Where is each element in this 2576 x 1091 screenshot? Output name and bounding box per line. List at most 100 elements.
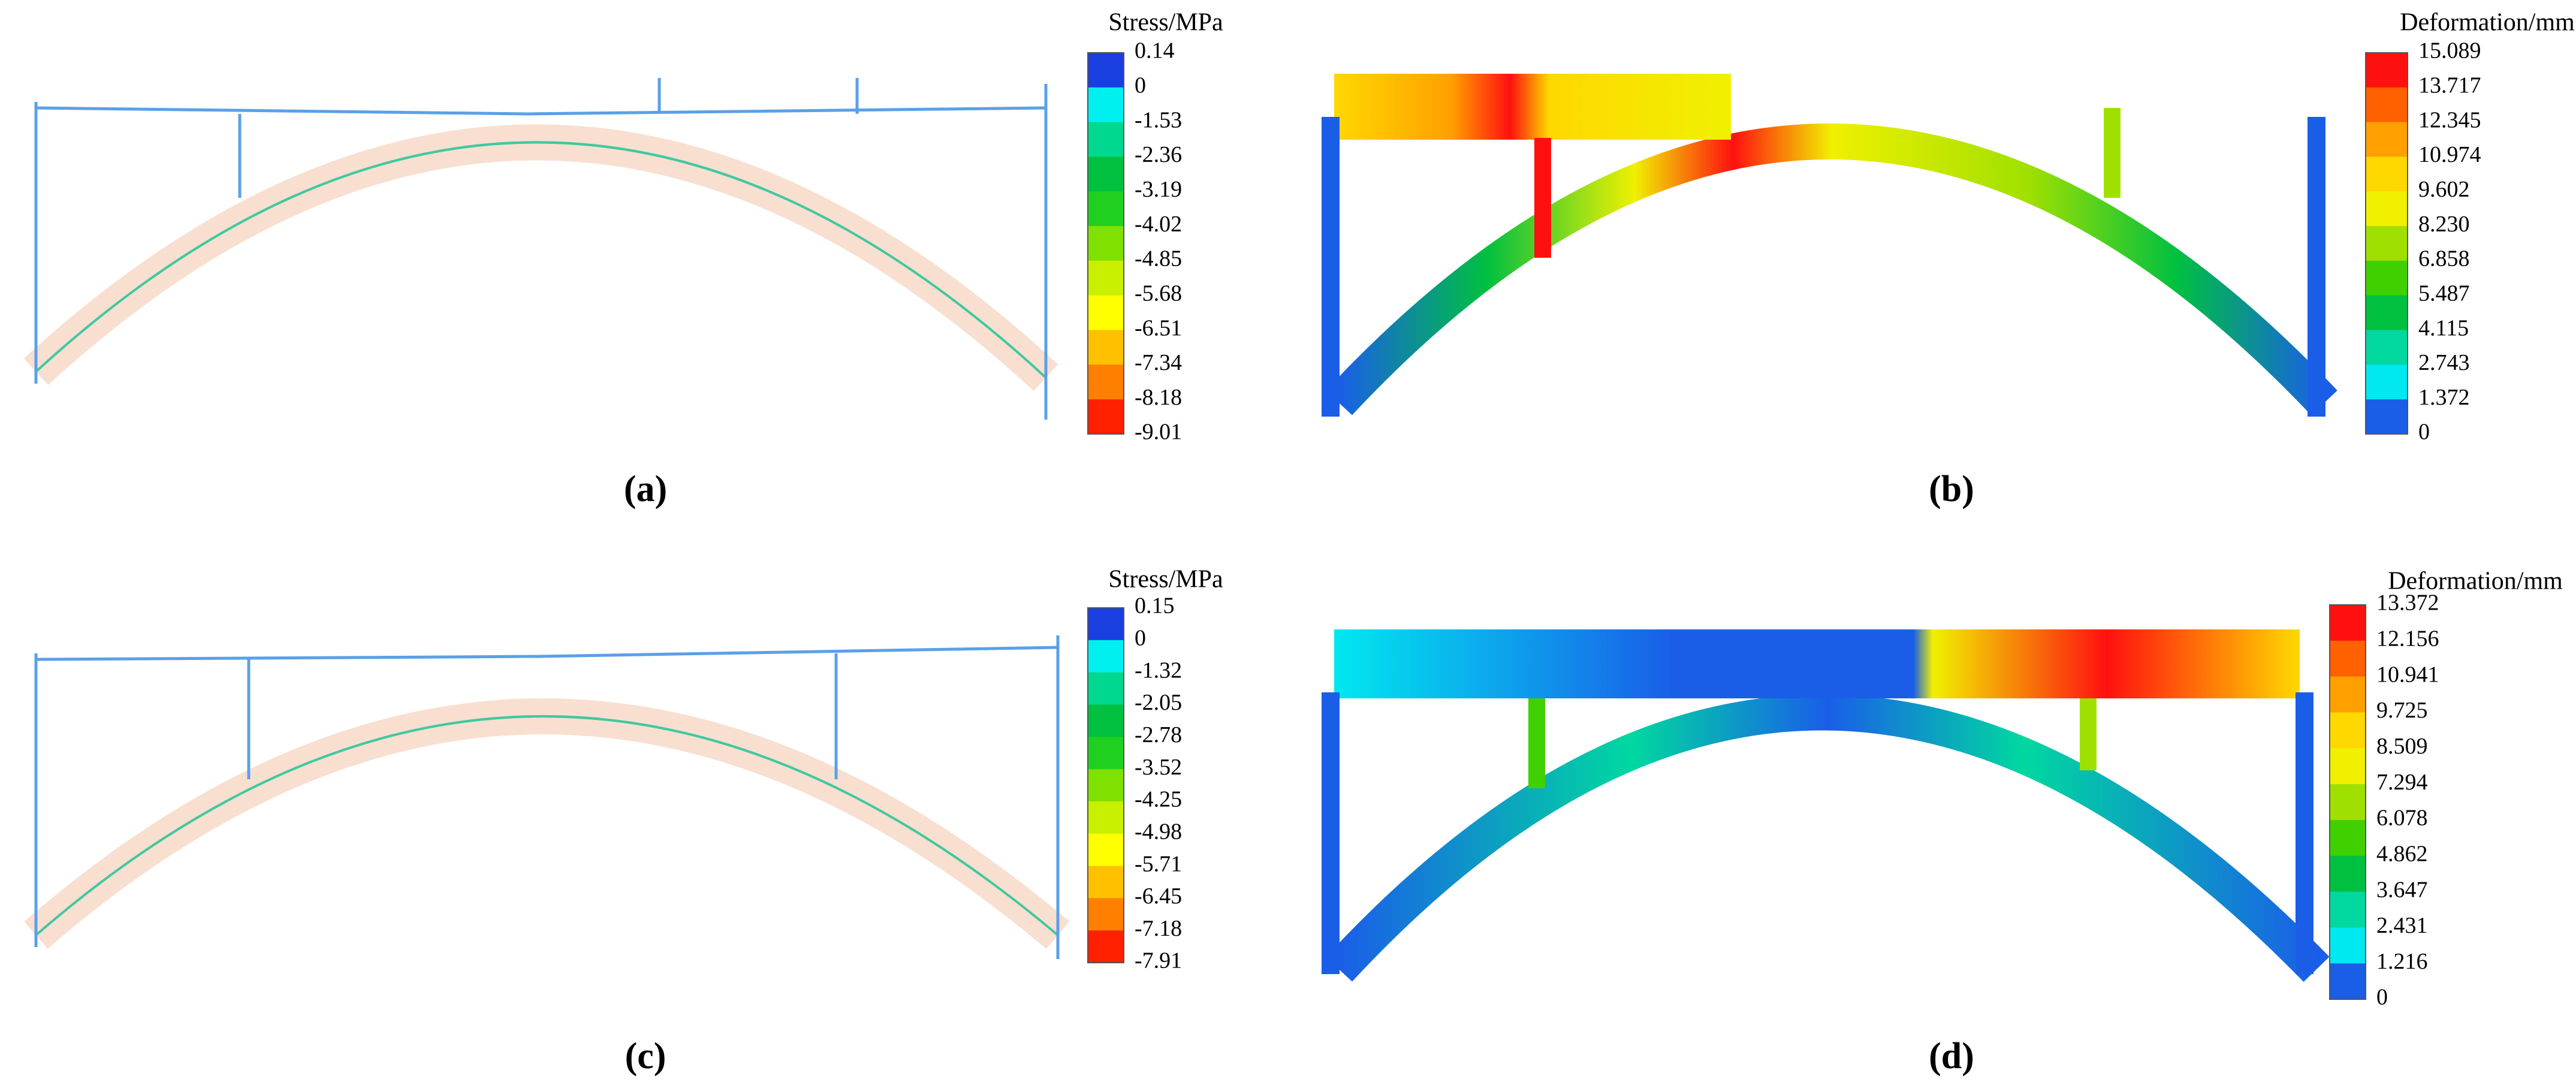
legend-label: 7.294: [2376, 770, 2428, 795]
structure-b: [1322, 74, 2337, 417]
legend-label: 9.602: [2418, 177, 2470, 202]
legend-label: -6.45: [1135, 884, 1182, 909]
legend-label: -3.52: [1135, 755, 1182, 780]
legend-label: 8.230: [2418, 212, 2470, 237]
legend-label: 12.345: [2418, 107, 2481, 132]
legend-label: -5.68: [1135, 281, 1182, 306]
legend-label: -4.98: [1135, 819, 1182, 844]
colorbar-band: [2366, 53, 2408, 88]
colorbar-band: [1088, 672, 1124, 705]
colorbar-band: [1088, 737, 1124, 770]
colorbar-band: [1088, 608, 1124, 641]
colorbar-band: [2366, 260, 2408, 296]
legend-label: -8.18: [1135, 385, 1182, 410]
colorbar-band: [1088, 295, 1124, 331]
legend-label: 0.14: [1135, 38, 1175, 64]
legend-label: -1.32: [1135, 658, 1182, 683]
legend-label: 2.431: [2376, 913, 2428, 938]
colorbar-band: [1088, 260, 1124, 296]
legend-label: 0: [2418, 420, 2430, 445]
legend-label: -2.36: [1135, 142, 1182, 167]
legend-label: -7.18: [1135, 916, 1182, 941]
legend-label: 13.372: [2376, 590, 2439, 616]
legend-label: 4.115: [2418, 315, 2469, 340]
colorbar-band: [2366, 191, 2408, 227]
colorbar-band: [1088, 87, 1124, 123]
colorbar-band: [2330, 819, 2366, 857]
legend-label: 4.862: [2376, 841, 2428, 866]
legend-label: -7.91: [1135, 948, 1182, 974]
legend-label: 1.372: [2418, 385, 2470, 410]
panel-label: (a): [624, 469, 667, 510]
legend-label: -3.19: [1135, 177, 1182, 202]
legend-label: -6.51: [1135, 315, 1182, 340]
colorbar-band: [1088, 898, 1124, 931]
colorbar-band: [2366, 226, 2408, 261]
legend-label: -4.25: [1135, 787, 1182, 812]
colorbar-band: [1088, 704, 1124, 737]
colorbar-band: [2330, 927, 2366, 964]
colorbar-band: [1088, 330, 1124, 365]
legend-label: -7.34: [1135, 350, 1182, 375]
colorbar-band: [1088, 191, 1124, 227]
colorbar-band: [2366, 364, 2408, 400]
legend-label: 6.858: [2418, 246, 2470, 272]
panel-label: (c): [625, 1036, 666, 1077]
colorbar-band: [1088, 122, 1124, 157]
legend-label: 10.974: [2418, 142, 2481, 167]
legend-label: 3.647: [2376, 877, 2428, 902]
colorbar-band: [1088, 364, 1124, 400]
colorbar-frame: [2365, 52, 2408, 435]
legend-label: 10.941: [2376, 662, 2439, 687]
colorbar-band: [1088, 156, 1124, 192]
legend-title: Stress/MPa: [1108, 566, 1223, 593]
structure-a: [23, 78, 1058, 420]
colorbar-band: [1088, 833, 1124, 867]
colorbar-band: [2366, 156, 2408, 192]
legend-label: 15.089: [2418, 38, 2481, 64]
colorbar-band: [2330, 855, 2366, 893]
legend-label: -4.02: [1135, 212, 1182, 237]
legend-label: 1.216: [2376, 949, 2428, 974]
panel-label: (b): [1929, 469, 1974, 510]
colorbar-band: [2330, 712, 2366, 749]
legend-label: -1.53: [1135, 107, 1182, 132]
legend-label: 5.487: [2418, 281, 2470, 306]
colorbar-frame: [2329, 604, 2366, 1000]
colorbar-frame: [1087, 52, 1124, 435]
colorbar-band: [2366, 122, 2408, 157]
legend-label: -4.85: [1135, 246, 1182, 272]
colorbar-band: [2366, 399, 2408, 435]
colorbar-band: [1088, 866, 1124, 899]
colorbar-band: [2366, 295, 2408, 331]
legend-title: Deformation/mm: [2388, 568, 2563, 595]
legend-label: -5.71: [1135, 851, 1182, 876]
legend-label: 8.509: [2376, 734, 2428, 759]
colorbar-band: [1088, 399, 1124, 435]
colorbar-band: [1088, 640, 1124, 673]
colorbar-band: [2330, 676, 2366, 713]
legend-label: 0: [1135, 626, 1146, 651]
colorbar-band: [2330, 784, 2366, 821]
colorbar-band: [1088, 930, 1124, 963]
legend-label: 6.078: [2376, 806, 2428, 831]
colorbar-band: [2330, 963, 2366, 1000]
colorbar-band: [2330, 605, 2366, 641]
legend-label: -2.78: [1135, 722, 1182, 748]
colorbar-band: [2366, 330, 2408, 365]
legend-label: -2.05: [1135, 690, 1182, 715]
structure-d: [1322, 629, 2330, 982]
panel-label: (d): [1929, 1036, 1974, 1077]
colorbar-band: [2330, 891, 2366, 928]
legend-label: 13.717: [2418, 73, 2481, 98]
colorbar-band: [2366, 87, 2408, 123]
legend-label: 9.725: [2376, 698, 2428, 723]
structure-c: [24, 635, 1070, 959]
legend-label: 0: [2376, 985, 2388, 1010]
colorbar-frame: [1087, 607, 1124, 963]
legend-label: -9.01: [1135, 420, 1182, 445]
colorbar-band: [1088, 226, 1124, 261]
legend-label: 12.156: [2376, 626, 2439, 652]
colorbar-band: [2330, 748, 2366, 785]
